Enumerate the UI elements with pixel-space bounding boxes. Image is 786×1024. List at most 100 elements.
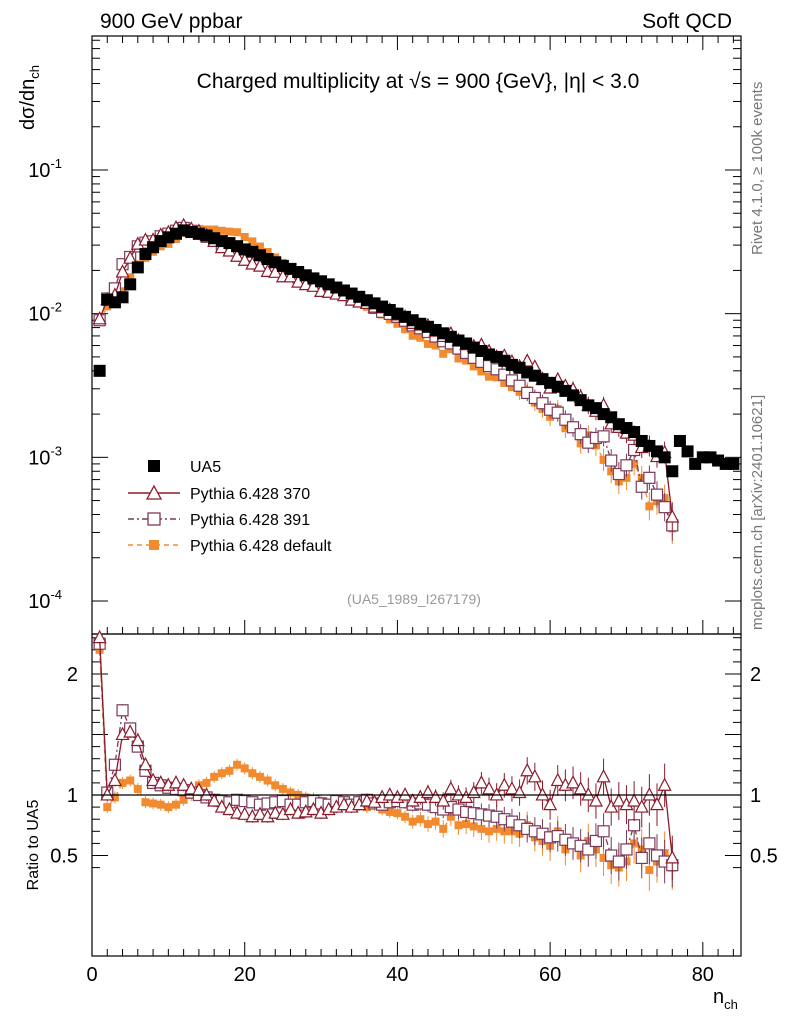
main-point-2 xyxy=(500,379,509,388)
ratio-point-0 xyxy=(146,772,161,787)
ratio-point-0 xyxy=(611,793,626,807)
ratio-axis-label: Ratio to UA5 xyxy=(25,800,42,891)
ua5-point xyxy=(681,445,694,458)
main-line-1 xyxy=(99,227,673,526)
ratio-point-2 xyxy=(202,778,211,787)
ratio-point-0 xyxy=(420,784,435,799)
ratio-point-0 xyxy=(543,796,558,811)
x-axis-label: nch xyxy=(713,986,738,1012)
ratio-point-0 xyxy=(283,801,298,816)
x-tick-label: 40 xyxy=(386,964,408,986)
energy-label: 900 GeV ppbar xyxy=(100,10,242,33)
ratio-point-2 xyxy=(286,788,295,797)
ratio-point-0 xyxy=(207,793,222,807)
ratio-point-0 xyxy=(398,787,413,801)
ratio-point-2 xyxy=(599,853,608,862)
main-point-2 xyxy=(263,247,272,256)
ratio-tick-label: 0.5 xyxy=(50,846,78,868)
ratio-point-2 xyxy=(126,776,135,785)
main-point-2 xyxy=(401,325,410,334)
main-point-1 xyxy=(658,501,671,514)
ratio-point-2 xyxy=(278,784,287,793)
ratio-point-1 xyxy=(589,834,603,848)
legend-marker-default xyxy=(149,540,159,550)
ua5-point xyxy=(253,249,266,262)
ratio-point-0 xyxy=(596,768,611,783)
ratio-point-0 xyxy=(627,793,642,807)
ratio-point-2 xyxy=(439,824,448,833)
ratio-point-0 xyxy=(474,775,489,789)
legend: UA5 Pythia 6.428 370 Pythia 6.428 391 Py… xyxy=(128,459,332,555)
ratio-point-0 xyxy=(214,799,229,813)
main-point-0 xyxy=(291,274,306,288)
ratio-tick-label-right: 2 xyxy=(750,664,761,686)
ratio-point-2 xyxy=(110,793,119,802)
main-point-2 xyxy=(255,242,264,251)
ratio-point-0 xyxy=(336,796,352,811)
main-point-2 xyxy=(469,362,478,371)
y-axis-label: dσ/dnch xyxy=(17,65,42,130)
ratio-point-2 xyxy=(446,812,455,821)
main-point-2 xyxy=(210,225,219,234)
ratio-point-0 xyxy=(581,787,596,801)
ratio-point-0 xyxy=(436,793,451,807)
main-point-0 xyxy=(245,256,260,270)
ratio-point-0 xyxy=(268,805,283,819)
ratio-point-0 xyxy=(588,793,603,807)
plot-title: Charged multiplicity at √s = 900 {GeV}, … xyxy=(197,70,640,93)
main-point-1 xyxy=(536,397,549,410)
category-label: Soft QCD xyxy=(642,10,732,33)
ratio-point-2 xyxy=(156,800,165,809)
main-point-2 xyxy=(225,227,234,236)
ua5-point xyxy=(658,451,671,464)
main-point-0 xyxy=(123,250,138,264)
main-point-2 xyxy=(233,228,242,237)
ratio-point-0 xyxy=(535,787,550,801)
ratio-point-2 xyxy=(210,772,219,781)
ratio-point-0 xyxy=(481,781,497,795)
tick-labels: 0 20 40 60 80 10-1 10-2 10-3 10-4 2 2 1 1 0.5 0.5 xyxy=(28,156,778,986)
analysis-tag: (UA5_1989_I267179) xyxy=(347,591,481,607)
ratio-point-2 xyxy=(103,803,112,812)
ratio-point-2 xyxy=(248,769,257,778)
ratio-point-1 xyxy=(108,758,122,771)
main-series-group xyxy=(92,217,740,545)
main-point-2 xyxy=(248,237,257,246)
ratio-point-0 xyxy=(107,772,122,787)
ua5-point xyxy=(124,278,137,291)
main-point-2 xyxy=(240,233,249,242)
ratio-point-2 xyxy=(233,760,242,769)
ratio-point-2 xyxy=(485,827,494,836)
y-tick-label: 10-3 xyxy=(28,443,62,469)
main-point-2 xyxy=(507,383,516,392)
ratio-point-0 xyxy=(634,799,649,813)
ratio-point-1 xyxy=(597,825,610,838)
main-point-1 xyxy=(643,471,656,484)
ratio-line-0 xyxy=(98,637,673,858)
main-point-0 xyxy=(237,252,252,266)
legend-label-391: Pythia 6.428 391 xyxy=(190,512,310,529)
rivet-side-label: Rivet 4.1.0, ≥ 100k events xyxy=(749,82,766,255)
ratio-line-1 xyxy=(98,643,673,866)
ratio-point-2 xyxy=(149,799,158,808)
y-tick-label: 10-2 xyxy=(28,300,62,326)
ua5-point xyxy=(666,465,679,478)
ratio-point-0 xyxy=(130,732,145,747)
main-point-1 xyxy=(605,454,618,467)
ratio-point-0 xyxy=(504,781,519,795)
ratio-point-0 xyxy=(184,781,199,795)
main-point-2 xyxy=(431,341,440,350)
ratio-point-0 xyxy=(138,756,153,771)
ratio-point-2 xyxy=(255,772,264,781)
ratio-point-0 xyxy=(451,787,466,801)
main-point-2 xyxy=(599,455,608,464)
main-point-2 xyxy=(423,339,432,348)
main-point-2 xyxy=(645,502,654,511)
ratio-point-0 xyxy=(527,768,542,783)
legend-marker-ua5 xyxy=(148,460,160,472)
ratio-point-0 xyxy=(252,806,268,820)
y-tick-label: 10-1 xyxy=(28,156,62,182)
ratio-point-0 xyxy=(306,801,321,816)
ratio-point-1 xyxy=(635,851,648,865)
